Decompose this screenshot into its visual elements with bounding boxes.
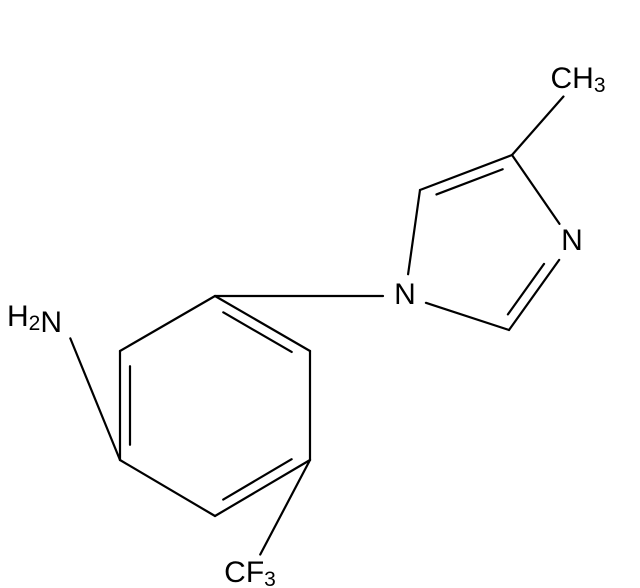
- atom-label: N: [561, 224, 583, 257]
- atom-label: CF3: [224, 556, 276, 588]
- atom-label: N: [394, 278, 416, 311]
- molecule-diagram: H2N CF3 N N CH3: [0, 0, 640, 588]
- atom-label: CH3: [550, 62, 605, 97]
- atom-label: H2N: [7, 300, 62, 339]
